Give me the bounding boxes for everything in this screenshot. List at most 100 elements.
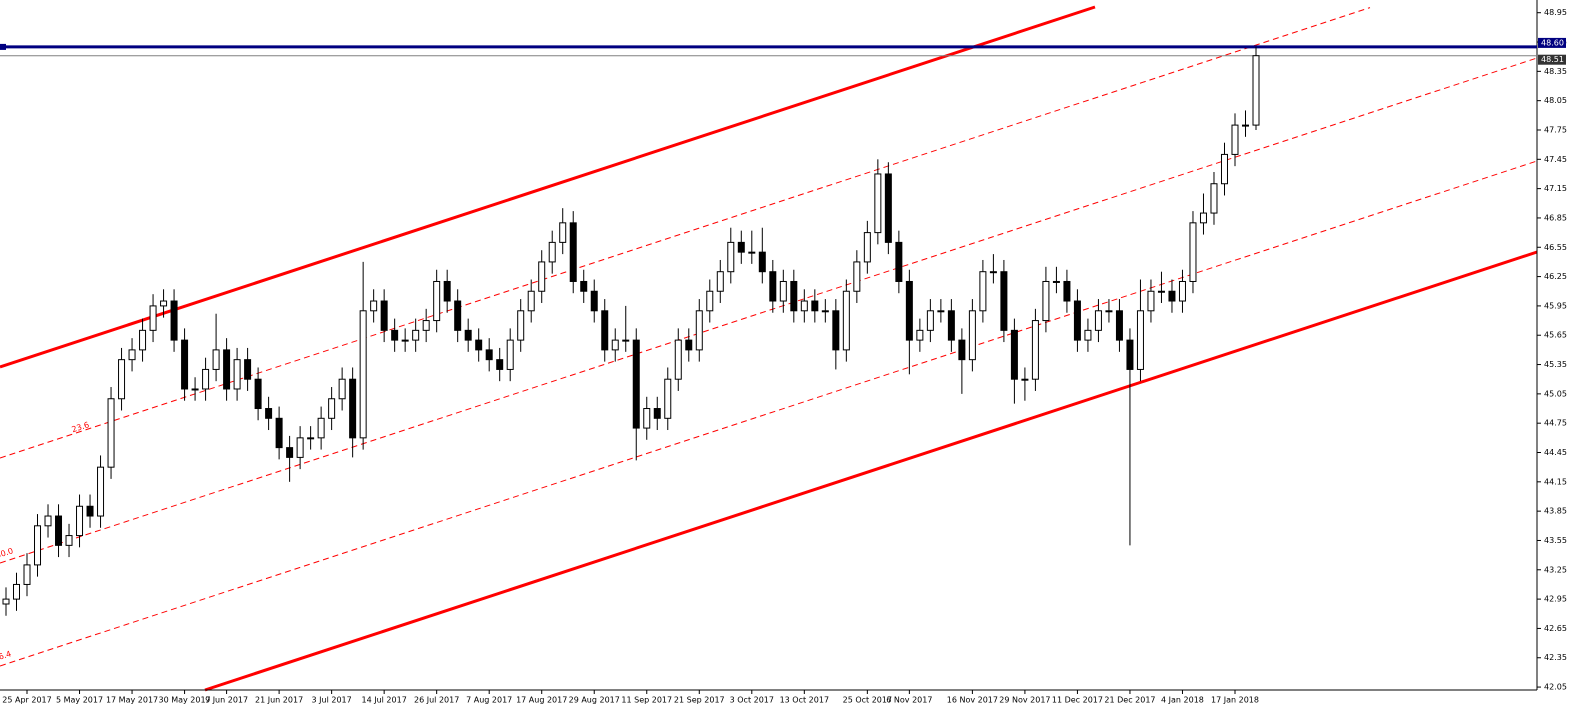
candle-body (580, 280, 588, 292)
candles (2, 46, 1260, 616)
candle-body (391, 329, 399, 341)
y-tick-label: 44.75 (1544, 419, 1567, 428)
candle-body (538, 261, 546, 292)
candle-body (149, 305, 157, 331)
x-tick-label: 17 Aug 2017 (516, 696, 567, 705)
candle-body (569, 222, 577, 282)
candle-body (842, 290, 850, 351)
candle-body (517, 310, 525, 341)
candle-body (359, 310, 367, 439)
x-tick-label: 26 Jul 2017 (414, 696, 459, 705)
candle-body (401, 339, 409, 342)
candle-body (202, 368, 210, 390)
y-tick-label: 48.05 (1544, 96, 1567, 105)
candle-body (1220, 153, 1228, 185)
candle-body (1073, 300, 1081, 341)
candle-body (1147, 290, 1155, 312)
candle-body (128, 349, 136, 361)
fib-label: 50.0 (0, 546, 14, 560)
x-tick-label: 3 Jul 2017 (312, 696, 352, 705)
candle-body (884, 173, 892, 243)
x-tick-label: 17 May 2017 (106, 696, 158, 705)
x-tick-label: 21 Jun 2017 (255, 696, 303, 705)
candle-body (601, 310, 609, 351)
candle-body (223, 349, 231, 390)
candle-body (968, 310, 976, 361)
y-tick-label: 42.05 (1544, 683, 1567, 692)
y-tick-label: 46.55 (1544, 243, 1567, 252)
y-tick-label: 42.65 (1544, 624, 1567, 633)
candle-body (1157, 290, 1165, 293)
x-tick-label: 17 Jan 2018 (1211, 696, 1259, 705)
y-tick-label: 46.85 (1544, 213, 1567, 222)
y-tick-label: 48.35 (1544, 67, 1567, 76)
candle-body (821, 310, 829, 313)
y-tick-label: 43.55 (1544, 536, 1567, 545)
candle-body (979, 271, 987, 312)
candle-body (527, 290, 535, 312)
candle-body (611, 339, 619, 351)
candle-body (1021, 378, 1029, 381)
candle-body (664, 378, 672, 419)
x-tick-label: 30 May 2017 (158, 696, 210, 705)
candle-body (1168, 290, 1176, 302)
candle-body (34, 525, 42, 566)
candle-body (559, 222, 567, 243)
candle-body (863, 232, 871, 263)
fib-label: 23.6 (71, 420, 91, 434)
candle-body (947, 310, 955, 341)
candle-body (244, 359, 252, 380)
y-tick-label: 47.15 (1544, 184, 1567, 193)
candle-body (1063, 280, 1071, 302)
price-tag-label: 48.51 (1541, 55, 1564, 64)
candle-body (1010, 329, 1018, 380)
y-tick-label: 47.45 (1544, 155, 1567, 164)
candle-body (349, 378, 357, 439)
channel-upper (0, 5, 1096, 369)
channel: 23.6 50.0 76.4 (0, 5, 1538, 692)
candle-body (632, 339, 640, 429)
candle-body (1105, 310, 1113, 313)
y-tick-label: 44.15 (1544, 477, 1567, 486)
candle-body (1241, 124, 1249, 127)
candle-body (118, 359, 126, 400)
candle-body (1199, 212, 1207, 224)
candle-body (1178, 280, 1186, 302)
x-tick-label: 6 Nov 2017 (886, 696, 932, 705)
candle-body (380, 300, 388, 331)
x-tick-label: 14 Jul 2017 (362, 696, 407, 705)
price-lines (0, 43, 1537, 57)
candle-body (989, 271, 997, 274)
candle-body (1210, 183, 1218, 214)
candle-body (716, 271, 724, 292)
y-tick-label: 43.25 (1544, 565, 1567, 574)
x-tick-label: 13 Oct 2017 (780, 696, 829, 705)
candle-body (2, 598, 10, 605)
channel-lower (204, 250, 1538, 692)
price-tag-label: 48.60 (1541, 38, 1564, 47)
candle-body (170, 300, 178, 341)
candle-body (265, 408, 273, 419)
candle-body (590, 290, 598, 312)
candle-body (548, 241, 556, 263)
candle-body (1031, 320, 1039, 380)
candle-body (1094, 310, 1102, 331)
candle-body (160, 300, 168, 307)
candle-body (139, 329, 147, 351)
candle-body (65, 535, 73, 546)
candle-body (958, 339, 966, 361)
candle-body (779, 280, 787, 302)
candle-body (412, 329, 420, 341)
candle-body (433, 280, 441, 322)
candle-body (317, 417, 325, 439)
candle-body (181, 339, 189, 390)
candle-body (737, 241, 745, 253)
candle-body (937, 310, 945, 313)
price-tag (1538, 54, 1566, 65)
candle-body (86, 505, 94, 517)
candle-body (758, 251, 766, 273)
candle-body (622, 339, 630, 342)
y-tick-label: 45.65 (1544, 331, 1567, 340)
candle-body (506, 339, 514, 370)
candle-body (748, 251, 756, 254)
